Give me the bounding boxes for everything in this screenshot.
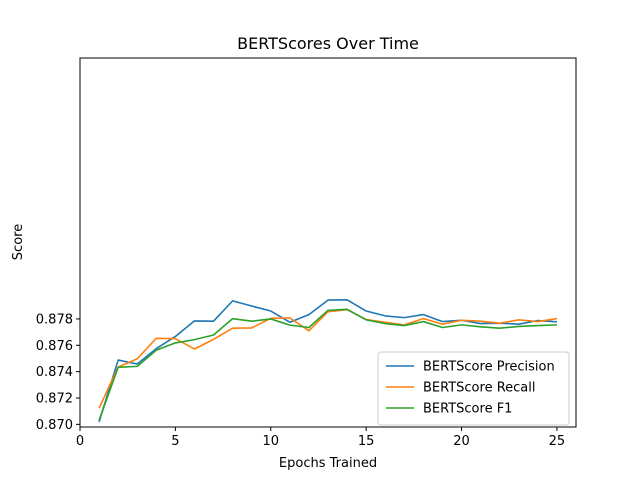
legend: BERTScore Precision BERTScore Recall BERTS… [377, 351, 570, 426]
x-tick-label: 10 [262, 434, 279, 449]
series-line-3 [98, 308, 557, 421]
y-axis-label: Score [11, 224, 26, 260]
axes-frame [79, 57, 577, 428]
y-tick-label: 0.874 [36, 365, 73, 380]
y-tick-label: 0.872 [36, 392, 73, 407]
chart-title: BERTScores Over Time [237, 34, 419, 53]
series-layer [98, 299, 558, 423]
x-axis-label: Epochs Trained [279, 456, 377, 471]
legend-label-2: BERTScore Recall [423, 381, 536, 396]
x-tick-label: 0 [76, 434, 84, 449]
legend-label-3: BERTScore F1 [423, 402, 512, 417]
x-tick-label: 25 [549, 434, 566, 449]
y-tick-label: 0.870 [36, 418, 73, 433]
y-tick-label: 0.876 [36, 339, 73, 354]
y-tick-label: 0.878 [36, 312, 73, 327]
series-line-2 [98, 308, 558, 409]
x-tick-label: 20 [453, 434, 470, 449]
legend-label-1: BERTScore Precision [423, 360, 555, 375]
x-tick-label: 5 [171, 434, 179, 449]
x-tick-label: 15 [358, 434, 375, 449]
axes-layer: 0 5 10 15 20 25 0.870 0.872 0.874 0.876 0.878 [36, 57, 577, 449]
series-line-1 [98, 299, 557, 423]
legend-box [377, 351, 570, 426]
